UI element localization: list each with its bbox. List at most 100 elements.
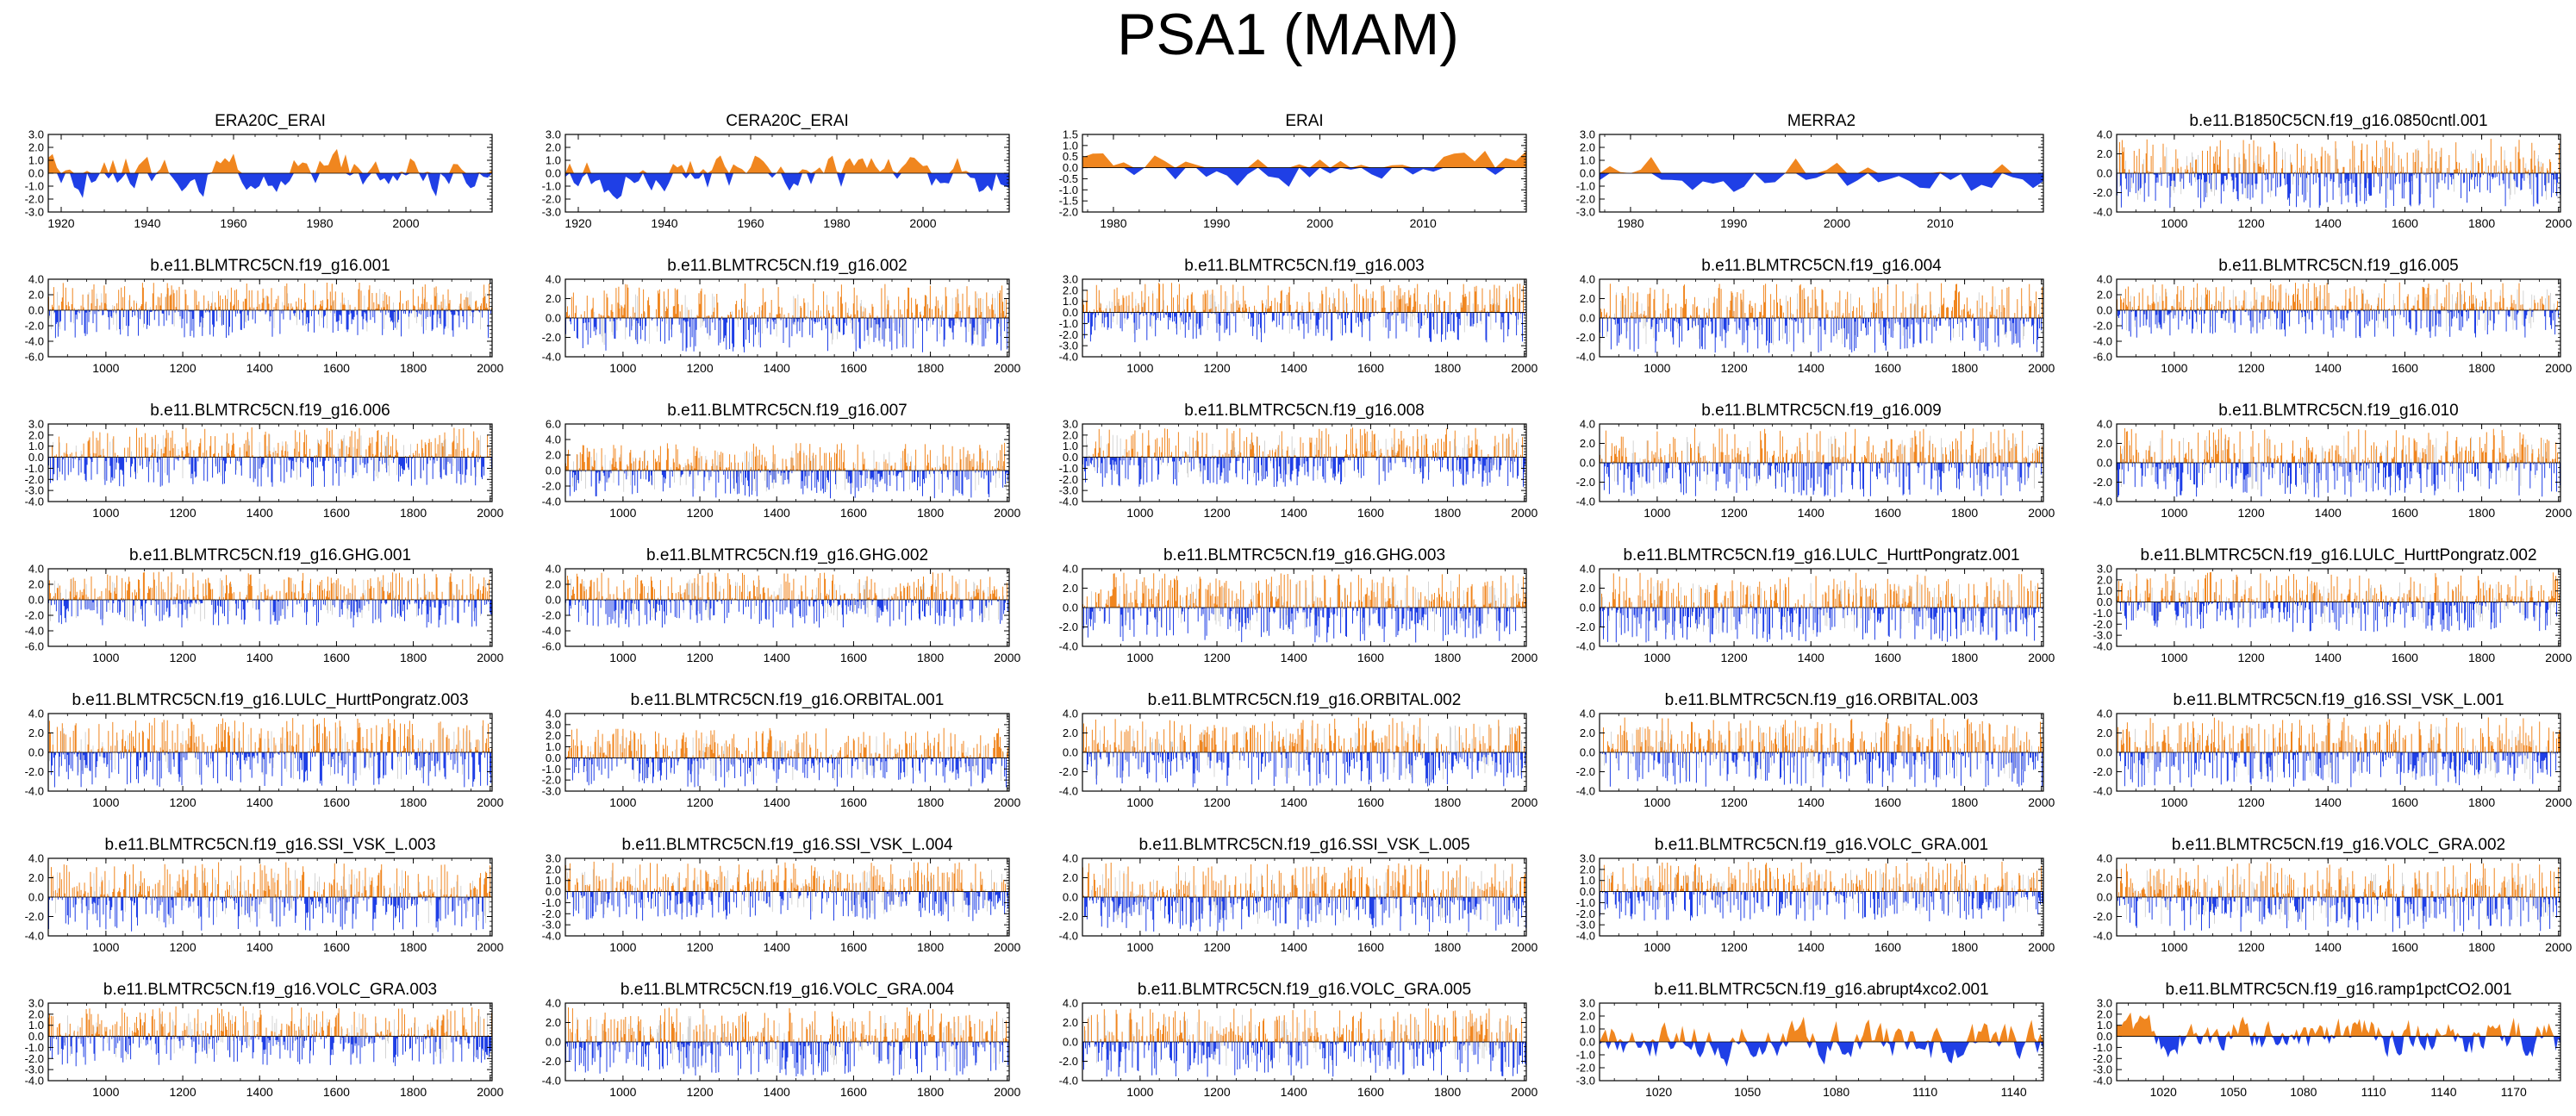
y-tick-label: -3.0 <box>25 1063 44 1076</box>
negative-spikes <box>1084 312 1525 343</box>
y-tick-label: 3.0 <box>1580 128 1595 141</box>
y-tick-label: -6.0 <box>2093 351 2112 364</box>
x-tick-label: 1200 <box>686 361 713 375</box>
panel-29: b.e11.BLMTRC5CN.f19_g16.VOLC_GRA.0013.02… <box>1576 836 2055 954</box>
x-tick-label: 2000 <box>477 795 503 809</box>
y-tick-label: -3.0 <box>25 206 44 219</box>
y-tick-label: 2.0 <box>1580 726 1595 739</box>
y-tick-label: 1.0 <box>2097 1019 2112 1032</box>
y-tick-label: -2.0 <box>542 331 561 344</box>
x-tick-label: 2000 <box>1511 1085 1537 1099</box>
y-tick-label: 0.0 <box>1580 746 1595 759</box>
positive-fill <box>1082 151 1526 168</box>
x-tick-label: 1800 <box>2468 795 2495 809</box>
x-tick-label: 1020 <box>2150 1085 2177 1099</box>
x-tick-label: 1200 <box>169 361 196 375</box>
y-tick-label: 0.0 <box>546 464 561 477</box>
x-tick-label: 1000 <box>2161 361 2187 375</box>
y-tick-label: -2.0 <box>542 907 561 920</box>
panel-30: b.e11.BLMTRC5CN.f19_g16.VOLC_GRA.002 4.0 2… <box>2093 836 2573 954</box>
panel-title: b.e11.BLMTRC5CN.f19_g16.006 <box>150 402 390 420</box>
y-tick-label: -2.0 <box>25 193 44 206</box>
y-tick-label: 3.0 <box>28 418 44 431</box>
x-tick-label: 1600 <box>1874 361 1901 375</box>
negative-spikes <box>1600 752 2043 788</box>
x-tick-label: 1020 <box>1645 1085 1672 1099</box>
panel-27: b.e11.BLMTRC5CN.f19_g16.SSI_VSK_L.004 3.0… <box>542 836 1021 954</box>
panel-title: b.e11.BLMTRC5CN.f19_g16.GHG.002 <box>646 546 928 564</box>
x-tick-label: 1000 <box>609 1085 636 1099</box>
panel-title: ERAI <box>1285 112 1323 130</box>
panel-11: b.e11.BLMTRC5CN.f19_g16.0063.02.01.00.0-… <box>25 402 504 520</box>
y-tick-label: 2.0 <box>28 578 44 591</box>
y-tick-label: 2.0 <box>28 141 44 154</box>
x-tick-label: 2000 <box>1511 651 1537 664</box>
positive-fill <box>2117 1012 2560 1037</box>
y-tick-label: 6.0 <box>546 418 561 431</box>
x-tick-label: 1200 <box>1203 795 1230 809</box>
x-tick-label: 1400 <box>2315 506 2342 520</box>
x-tick-label: 1400 <box>1798 651 1824 664</box>
x-tick-label: 1800 <box>400 1085 427 1099</box>
panel-13: b.e11.BLMTRC5CN.f19_g16.0083.02.01.00.0-… <box>1059 402 1538 520</box>
negative-spikes <box>565 600 1008 628</box>
x-tick-label: 1800 <box>1951 795 1978 809</box>
x-tick-label: 1600 <box>323 361 350 375</box>
x-tick-label: 1800 <box>1951 361 1978 375</box>
x-tick-label: 1920 <box>47 216 74 230</box>
y-tick-label: -1.0 <box>25 1041 44 1054</box>
y-tick-label: 2.0 <box>2097 1007 2112 1020</box>
positive-spikes <box>2117 282 2560 310</box>
y-tick-label: 0.0 <box>546 312 561 325</box>
y-tick-label: -4.0 <box>1059 496 1078 508</box>
x-tick-label: 1800 <box>917 506 944 520</box>
y-tick-label: 2.0 <box>1063 428 1078 441</box>
y-tick-label: -4.0 <box>25 496 44 508</box>
panel-title: b.e11.BLMTRC5CN.f19_g16.ORBITAL.003 <box>1665 691 1979 709</box>
x-tick-label: 2000 <box>2545 651 2572 664</box>
y-tick-label: 1.5 <box>1063 128 1078 141</box>
panel-title: b.e11.BLMTRC5CN.f19_g16.VOLC_GRA.001 <box>1655 836 1988 854</box>
y-tick-label: 0.0 <box>28 167 44 180</box>
x-tick-label: 1600 <box>2392 940 2418 954</box>
positive-spikes <box>2117 572 2560 602</box>
y-tick-label: 0.0 <box>1063 602 1078 614</box>
x-tick-label: 1200 <box>2237 940 2264 954</box>
panel-title: b.e11.BLMTRC5CN.f19_g16.SSI_VSK_L.001 <box>2173 691 2504 709</box>
x-tick-label: 1050 <box>1734 1085 1761 1099</box>
y-tick-label: 2.0 <box>2097 726 2112 739</box>
y-tick-label: -4.0 <box>2093 640 2112 653</box>
x-tick-label: 1800 <box>400 506 427 520</box>
plot-frame <box>1082 134 1527 213</box>
x-tick-label: 1000 <box>609 361 636 375</box>
y-tick-label: 0.0 <box>28 451 44 464</box>
y-tick-label: 4.0 <box>1063 708 1078 720</box>
panel-title: b.e11.B1850C5CN.f19_g16.0850cntl.001 <box>2189 112 2487 130</box>
panel-17: b.e11.BLMTRC5CN.f19_g16.GHG.002 4.0 2.0 0.0… <box>542 546 1021 664</box>
negative-spikes <box>1082 457 1526 487</box>
y-tick-label: 4.0 <box>546 433 561 446</box>
y-tick-label: -2.0 <box>25 609 44 622</box>
x-tick-label: 1400 <box>764 1085 790 1099</box>
x-tick-label: 2000 <box>994 940 1020 954</box>
positive-spikes <box>2117 862 2559 897</box>
panel-5: b.e11.B1850C5CN.f19_g16.0850cntl.001 4.0 2… <box>2093 112 2573 230</box>
panel-2: CERA20C_ERAI 3.02.01.00.0-1.0-2.0-3.01920… <box>542 112 1010 230</box>
y-tick-label: 2.0 <box>1580 1010 1595 1023</box>
positive-spikes <box>1601 572 2043 608</box>
positive-spikes <box>566 284 1008 318</box>
y-tick-label: 4.0 <box>1580 273 1595 286</box>
y-tick-label: 0.5 <box>1063 150 1078 163</box>
y-tick-label: -1.0 <box>2093 607 2112 620</box>
y-tick-label: 1.0 <box>546 154 561 167</box>
y-tick-label: 2.0 <box>28 428 44 441</box>
x-tick-label: 1400 <box>246 940 273 954</box>
negative-fill <box>48 173 492 198</box>
x-tick-label: 1000 <box>92 1085 119 1099</box>
x-tick-label: 1800 <box>1434 1085 1461 1099</box>
y-tick-label: -2.0 <box>1576 476 1595 489</box>
x-tick-label: 1200 <box>686 795 713 809</box>
x-tick-label: 1200 <box>686 506 713 520</box>
y-tick-label: -2.0 <box>1059 620 1078 633</box>
x-tick-label: 1600 <box>2392 216 2418 230</box>
